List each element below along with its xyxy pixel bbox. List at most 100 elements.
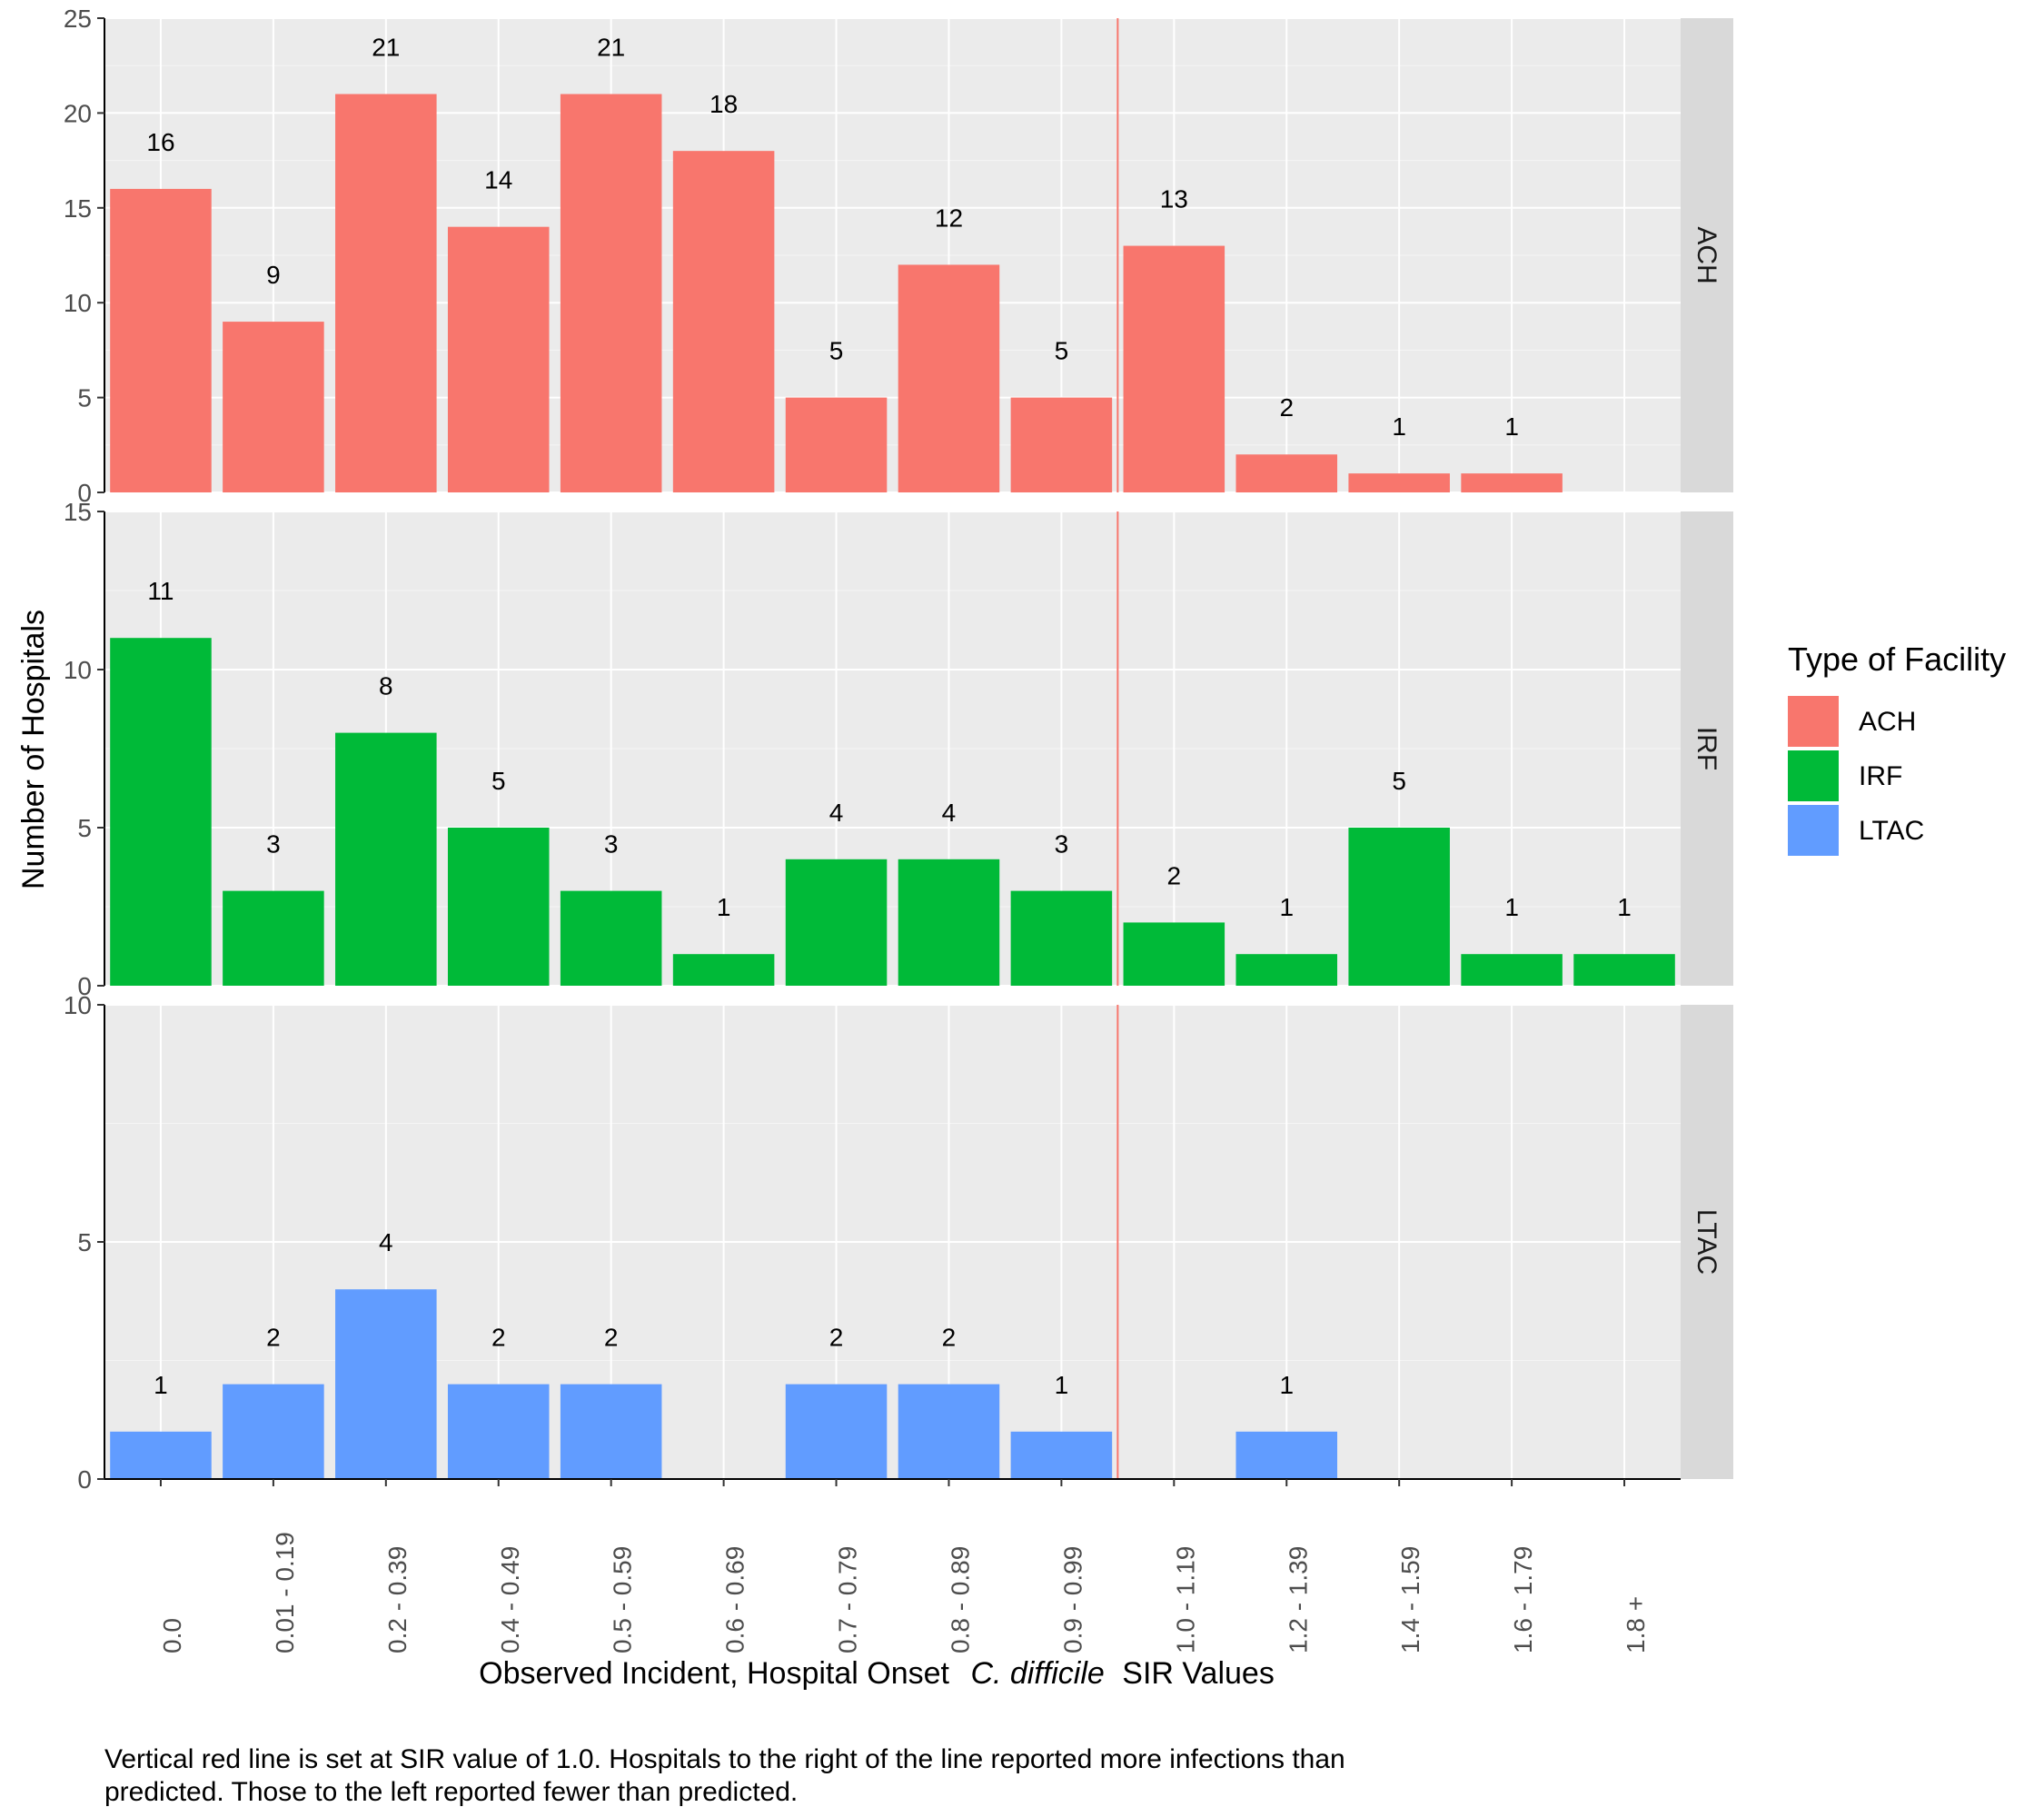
bar-label-ach-6: 5 [829,337,844,365]
facet-strip-ach [1681,18,1733,492]
bar-ach-4 [560,94,662,493]
bar-irf-11 [1348,828,1450,986]
y-tick-label: 5 [77,384,92,412]
bar-label-ach-10: 2 [1279,393,1294,422]
y-tick-label: 10 [64,991,92,1019]
bar-label-ltac-7: 2 [942,1324,957,1352]
x-tick-label-4: 0.5 - 0.59 [609,1546,637,1653]
y-tick-label: 0 [77,1465,92,1494]
bar-label-irf-5: 1 [717,893,731,921]
bar-label-ach-0: 16 [146,128,174,156]
bar-irf-4 [560,890,662,986]
bar-irf-5 [672,954,775,986]
bar-label-ach-3: 14 [484,166,512,194]
bar-irf-1 [223,890,324,986]
bar-label-irf-8: 3 [1055,830,1069,859]
facet-strip-irf [1681,511,1733,986]
bar-label-irf-3: 5 [491,767,506,795]
bar-irf-3 [447,828,550,986]
bar-label-irf-1: 3 [266,830,281,859]
bar-ltac-4 [560,1384,662,1479]
bar-label-ach-4: 21 [597,34,625,62]
x-tick-label-12: 1.6 - 1.79 [1509,1546,1537,1653]
x-tick-label-6: 0.7 - 0.79 [834,1546,862,1653]
bar-ach-1 [223,322,324,492]
facet-strip-ltac [1681,1005,1733,1479]
bar-label-irf-9: 2 [1167,861,1182,889]
bar-irf-10 [1235,954,1338,986]
legend-label-ach: ACH [1859,707,1916,737]
bar-ach-2 [335,94,437,493]
y-tick-label: 5 [77,1228,92,1256]
bar-label-ltac-3: 2 [491,1324,506,1352]
x-tick-label-11: 1.4 - 1.59 [1396,1546,1424,1653]
bar-label-ach-12: 1 [1504,412,1519,441]
bar-ltac-6 [785,1384,888,1479]
bar-label-irf-6: 4 [829,799,844,827]
bar-label-ach-5: 18 [709,90,738,118]
bar-label-ach-7: 12 [935,204,963,232]
caption-line-2: predicted. Those to the left reported fe… [104,1777,798,1807]
bar-label-ltac-8: 1 [1055,1371,1069,1399]
bar-label-irf-11: 5 [1392,767,1406,795]
legend-key-ltac [1788,805,1839,856]
x-tick-label-7: 0.8 - 0.89 [946,1546,974,1653]
x-axis-title-prefix: Observed Incident, Hospital Onset [479,1656,949,1691]
bar-ltac-1 [223,1384,324,1479]
caption-line-1: Vertical red line is set at SIR value of… [104,1744,1345,1774]
bar-irf-13 [1573,954,1675,986]
y-tick-label: 15 [64,194,92,223]
legend-key-irf [1788,750,1839,801]
bar-irf-7 [898,859,1000,986]
x-tick-label-10: 1.2 - 1.39 [1284,1546,1312,1653]
x-axis-title: Observed Incident, Hospital Onset C. dif… [479,1656,1275,1691]
y-tick-label: 10 [64,289,92,317]
bar-label-irf-13: 1 [1617,893,1632,921]
x-tick-label-2: 0.2 - 0.39 [383,1546,412,1653]
bar-label-irf-10: 1 [1279,893,1294,921]
bar-irf-12 [1461,954,1563,986]
y-tick-label: 10 [64,656,92,684]
legend-label-ltac: LTAC [1859,816,1924,846]
y-axis-title: Number of Hospitals [16,610,51,889]
bar-label-ltac-10: 1 [1279,1371,1294,1399]
x-tick-label-1: 0.01 - 0.19 [271,1532,299,1653]
x-tick-label-3: 0.4 - 0.49 [496,1546,524,1653]
bar-label-irf-12: 1 [1504,893,1519,921]
bar-ltac-2 [335,1289,437,1479]
y-tick-label: 0 [77,972,92,1000]
bar-ach-9 [1123,245,1225,492]
bar-irf-8 [1010,890,1113,986]
y-tick-label: 15 [64,498,92,526]
bar-ltac-3 [447,1384,550,1479]
bar-label-ach-8: 5 [1055,337,1069,365]
bar-label-ach-11: 1 [1392,412,1406,441]
bar-ltac-0 [110,1431,212,1479]
bar-ltac-7 [898,1384,1000,1479]
bar-label-ltac-1: 2 [266,1324,281,1352]
x-tick-label-0: 0.0 [158,1618,186,1653]
facet-strip-label-ltac: LTAC [1692,1209,1722,1275]
bar-ltac-8 [1010,1431,1113,1479]
bar-label-irf-0: 11 [147,577,174,605]
bar-ach-3 [447,226,550,492]
legend-title: Type of Facility [1788,640,2006,678]
bar-label-ltac-6: 2 [829,1324,844,1352]
y-tick-label: 5 [77,814,92,842]
bar-irf-2 [335,732,437,986]
bar-ach-6 [785,397,888,492]
y-tick-label: 0 [77,479,92,507]
bar-label-irf-4: 3 [604,830,619,859]
bar-irf-6 [785,859,888,986]
bar-ach-12 [1461,473,1563,492]
bar-label-ach-2: 21 [372,34,400,62]
bar-ach-10 [1235,454,1338,492]
bar-irf-9 [1123,922,1225,986]
bar-label-ltac-0: 1 [154,1371,168,1399]
x-tick-label-5: 0.6 - 0.69 [721,1546,749,1653]
x-tick-label-9: 1.0 - 1.19 [1171,1546,1199,1653]
